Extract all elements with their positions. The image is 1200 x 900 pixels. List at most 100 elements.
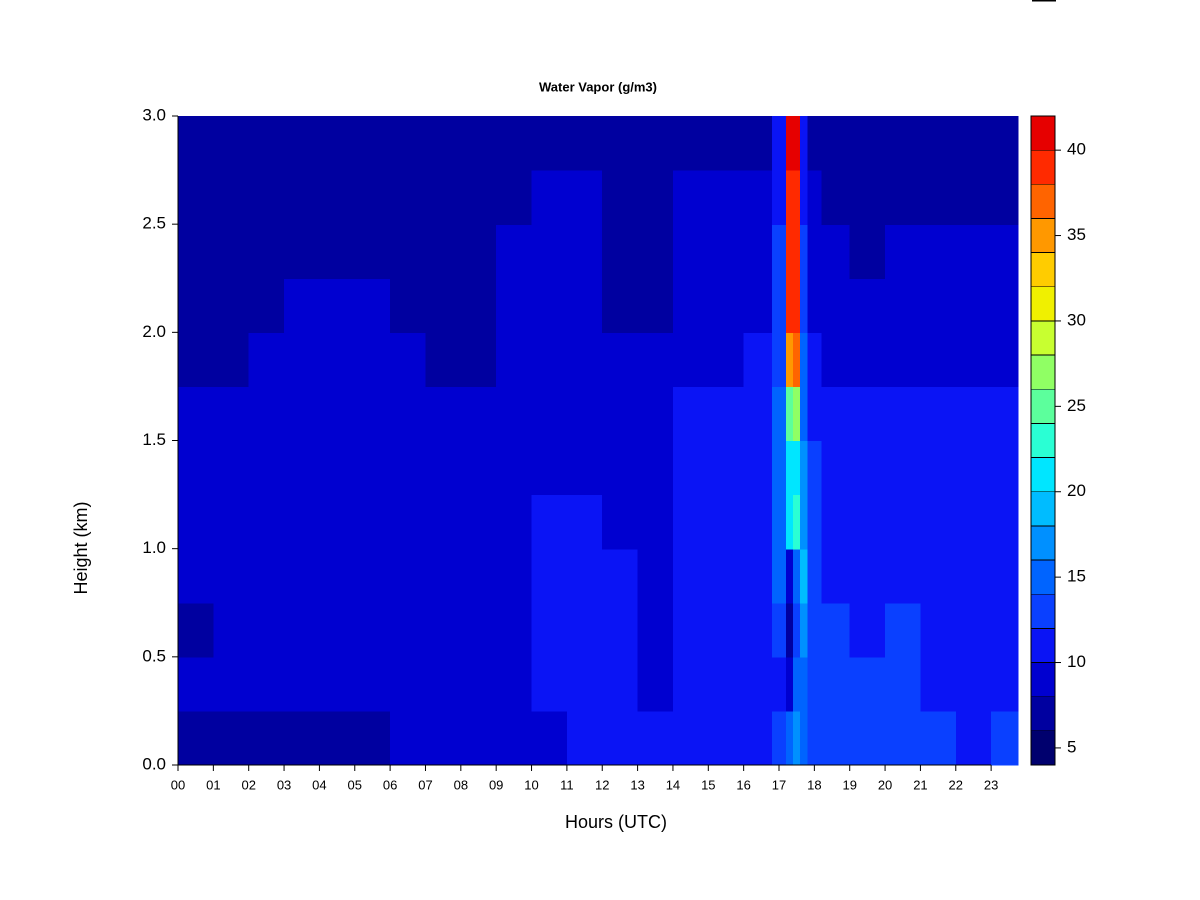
cell	[390, 440, 427, 496]
cell	[821, 548, 851, 604]
cell	[920, 386, 957, 442]
cell	[991, 224, 1019, 279]
cell	[955, 332, 992, 388]
cell	[531, 224, 568, 279]
x-tick-label: 14	[666, 777, 680, 792]
cell	[807, 440, 823, 496]
cell	[284, 602, 321, 658]
cell	[284, 116, 321, 171]
cell	[672, 278, 709, 333]
x-tick-label: 00	[171, 777, 185, 792]
cell	[991, 278, 1019, 333]
cell	[496, 170, 533, 225]
cell	[821, 224, 851, 279]
cell	[920, 710, 957, 766]
x-tick-label: 15	[701, 777, 715, 792]
cell	[807, 116, 823, 171]
cell	[793, 656, 801, 712]
x-tick-label: 05	[348, 777, 362, 792]
cell	[807, 224, 823, 279]
cell	[248, 656, 285, 712]
cell	[920, 224, 957, 279]
cell	[354, 548, 391, 604]
cell	[786, 278, 794, 333]
cell	[800, 656, 808, 712]
cell	[319, 710, 356, 766]
x-tick-label: 12	[595, 777, 609, 792]
x-tick-label: 17	[772, 777, 786, 792]
cell	[284, 170, 321, 225]
cell	[460, 602, 497, 658]
cell	[284, 656, 321, 712]
cell	[425, 602, 462, 658]
cell	[786, 656, 794, 712]
cell	[319, 170, 356, 225]
cell	[284, 710, 321, 766]
cell	[566, 710, 603, 766]
cell	[390, 710, 427, 766]
cell	[708, 332, 745, 388]
cell	[849, 656, 886, 712]
cell	[460, 170, 497, 225]
cell	[284, 494, 321, 550]
cell	[672, 332, 709, 388]
cell	[496, 494, 533, 550]
cell	[885, 494, 922, 550]
cell	[743, 440, 773, 496]
cell	[496, 278, 533, 333]
cell	[771, 602, 787, 658]
colorbar-band	[1030, 149, 1056, 185]
colorbar-tick-label: 15	[1067, 567, 1086, 586]
cell	[178, 116, 214, 171]
cell	[800, 602, 808, 658]
cell	[991, 116, 1019, 171]
cell	[566, 386, 603, 442]
cell	[319, 386, 356, 442]
cell	[531, 278, 568, 333]
cell	[800, 170, 808, 225]
cell	[602, 710, 639, 766]
x-tick-label: 10	[524, 777, 538, 792]
cell	[849, 278, 886, 333]
cell	[821, 332, 851, 388]
cell	[284, 386, 321, 442]
cell	[284, 224, 321, 279]
cell	[743, 656, 773, 712]
cell	[991, 710, 1019, 766]
cell	[793, 170, 801, 225]
colorbar-band	[1030, 662, 1056, 698]
colorbar-band	[1030, 696, 1056, 732]
cell	[672, 656, 709, 712]
cell	[566, 548, 603, 604]
cell	[496, 602, 533, 658]
cell	[786, 548, 794, 604]
cell	[793, 278, 801, 333]
cell	[566, 494, 603, 550]
cell	[248, 278, 285, 333]
cell	[793, 548, 801, 604]
colorbar-band	[1030, 183, 1056, 219]
cell	[955, 116, 992, 171]
cell	[496, 656, 533, 712]
cell	[213, 224, 250, 279]
cell	[425, 440, 462, 496]
cell	[708, 116, 745, 171]
cell	[602, 440, 639, 496]
cell	[460, 386, 497, 442]
cell	[566, 332, 603, 388]
cell	[771, 548, 787, 604]
cell	[390, 170, 427, 225]
cell	[354, 116, 391, 171]
cell	[708, 602, 745, 658]
colorbar-band	[1030, 252, 1056, 288]
cell	[991, 170, 1019, 225]
cell	[821, 656, 851, 712]
cell	[991, 602, 1019, 658]
x-tick-label: 16	[736, 777, 750, 792]
cell	[425, 656, 462, 712]
cell	[821, 710, 851, 766]
cell	[460, 224, 497, 279]
cell	[708, 170, 745, 225]
cell	[354, 224, 391, 279]
cell	[849, 332, 886, 388]
